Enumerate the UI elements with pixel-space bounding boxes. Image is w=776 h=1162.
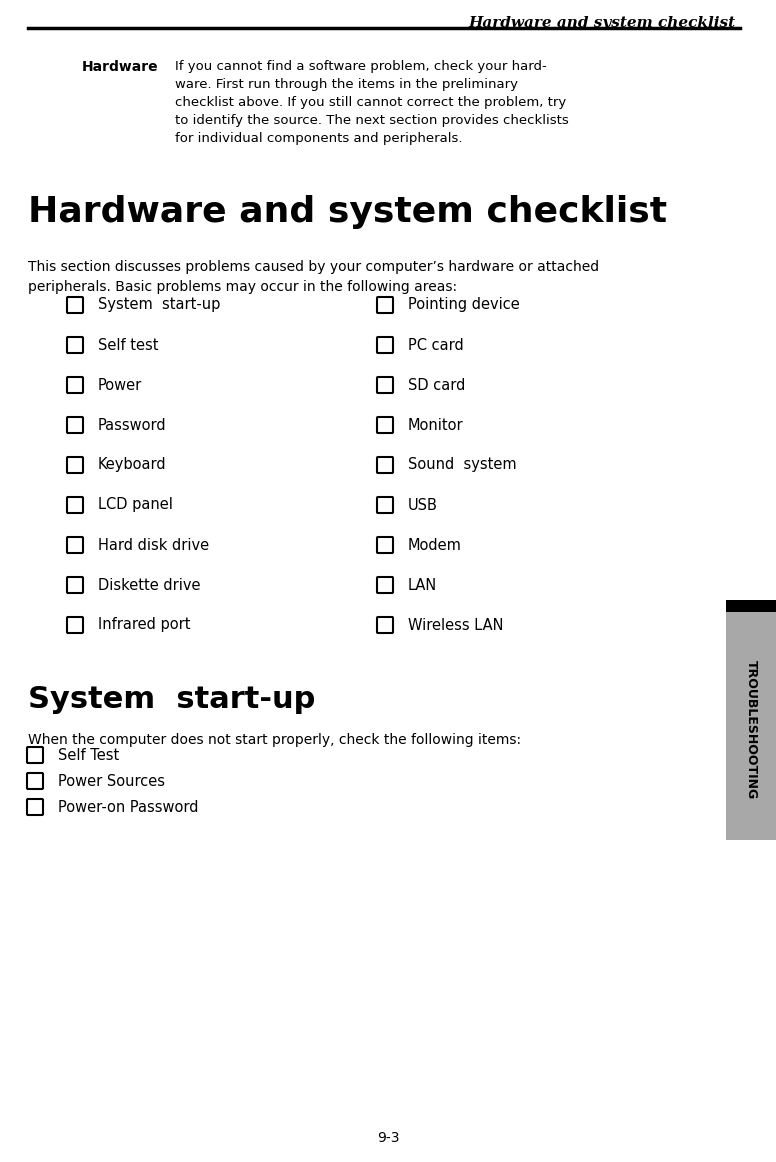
FancyBboxPatch shape	[377, 457, 393, 473]
FancyBboxPatch shape	[67, 337, 83, 353]
Text: Password: Password	[98, 417, 167, 432]
Text: Hardware and system checklist: Hardware and system checklist	[468, 16, 735, 30]
FancyBboxPatch shape	[27, 799, 43, 815]
Bar	[726, 600, 776, 840]
Text: Power Sources: Power Sources	[58, 774, 165, 789]
Text: USB: USB	[408, 497, 438, 512]
Text: When the computer does not start properly, check the following items:: When the computer does not start properl…	[28, 733, 521, 747]
FancyBboxPatch shape	[67, 376, 83, 393]
Text: Hardware and system checklist: Hardware and system checklist	[28, 195, 667, 229]
FancyBboxPatch shape	[67, 617, 83, 633]
Text: If you cannot find a software problem, check your hard-
ware. First run through : If you cannot find a software problem, c…	[175, 60, 569, 145]
FancyBboxPatch shape	[67, 578, 83, 593]
Text: Pointing device: Pointing device	[408, 297, 520, 313]
Text: LCD panel: LCD panel	[98, 497, 173, 512]
Text: Wireless LAN: Wireless LAN	[408, 617, 504, 632]
Text: SD card: SD card	[408, 378, 466, 393]
FancyBboxPatch shape	[377, 417, 393, 433]
Text: PC card: PC card	[408, 337, 464, 352]
FancyBboxPatch shape	[27, 747, 43, 763]
Text: System  start-up: System start-up	[28, 686, 315, 713]
FancyBboxPatch shape	[377, 337, 393, 353]
FancyBboxPatch shape	[67, 497, 83, 512]
Bar	[726, 600, 776, 612]
FancyBboxPatch shape	[377, 617, 393, 633]
Text: Diskette drive: Diskette drive	[98, 578, 200, 593]
Text: Infrared port: Infrared port	[98, 617, 190, 632]
Text: Self test: Self test	[98, 337, 158, 352]
FancyBboxPatch shape	[27, 773, 43, 789]
FancyBboxPatch shape	[67, 537, 83, 553]
FancyBboxPatch shape	[67, 417, 83, 433]
Text: Monitor: Monitor	[408, 417, 463, 432]
FancyBboxPatch shape	[377, 497, 393, 512]
Text: Hard disk drive: Hard disk drive	[98, 538, 209, 552]
Text: LAN: LAN	[408, 578, 437, 593]
Text: 9-3: 9-3	[377, 1131, 399, 1145]
Text: System  start-up: System start-up	[98, 297, 220, 313]
Text: Self Test: Self Test	[58, 747, 120, 762]
FancyBboxPatch shape	[67, 297, 83, 313]
FancyBboxPatch shape	[377, 537, 393, 553]
Text: TROUBLESHOOTING: TROUBLESHOOTING	[744, 660, 757, 799]
FancyBboxPatch shape	[67, 457, 83, 473]
FancyBboxPatch shape	[377, 297, 393, 313]
Text: Keyboard: Keyboard	[98, 458, 167, 473]
Text: Sound  system: Sound system	[408, 458, 517, 473]
Text: Power: Power	[98, 378, 142, 393]
Text: Hardware: Hardware	[82, 60, 158, 74]
Text: This section discusses problems caused by your computer’s hardware or attached
p: This section discusses problems caused b…	[28, 260, 599, 294]
FancyBboxPatch shape	[377, 578, 393, 593]
Text: Power-on Password: Power-on Password	[58, 799, 199, 815]
Text: Modem: Modem	[408, 538, 462, 552]
FancyBboxPatch shape	[377, 376, 393, 393]
